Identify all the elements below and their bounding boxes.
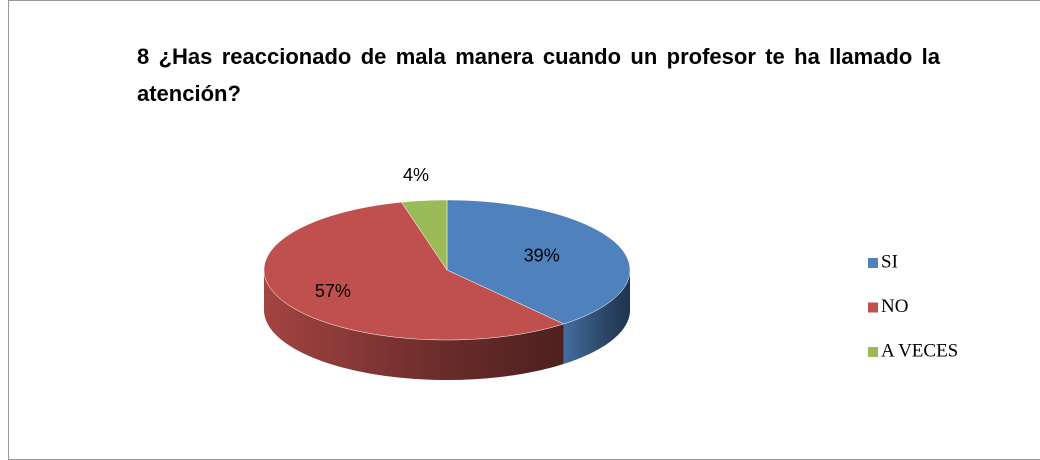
slice bbox=[401, 199, 448, 271]
slice bbox=[263, 201, 565, 341]
chart-title: 8 ¿Has reaccionado de mala manera cuando… bbox=[137, 44, 940, 106]
legend-label: SI bbox=[881, 251, 898, 272]
legend-label: NO bbox=[881, 296, 908, 317]
legend-swatch bbox=[868, 302, 878, 313]
data-label: 39% bbox=[524, 246, 560, 266]
data-label: 4% bbox=[403, 165, 429, 185]
data-label: 57% bbox=[315, 281, 351, 301]
slice-side-shade bbox=[563, 270, 630, 364]
legend-label: A VECES bbox=[881, 340, 958, 361]
legend-swatch bbox=[868, 258, 878, 268]
legend-swatch bbox=[868, 347, 878, 357]
slice-side-shade bbox=[264, 270, 564, 380]
slice bbox=[446, 199, 631, 325]
